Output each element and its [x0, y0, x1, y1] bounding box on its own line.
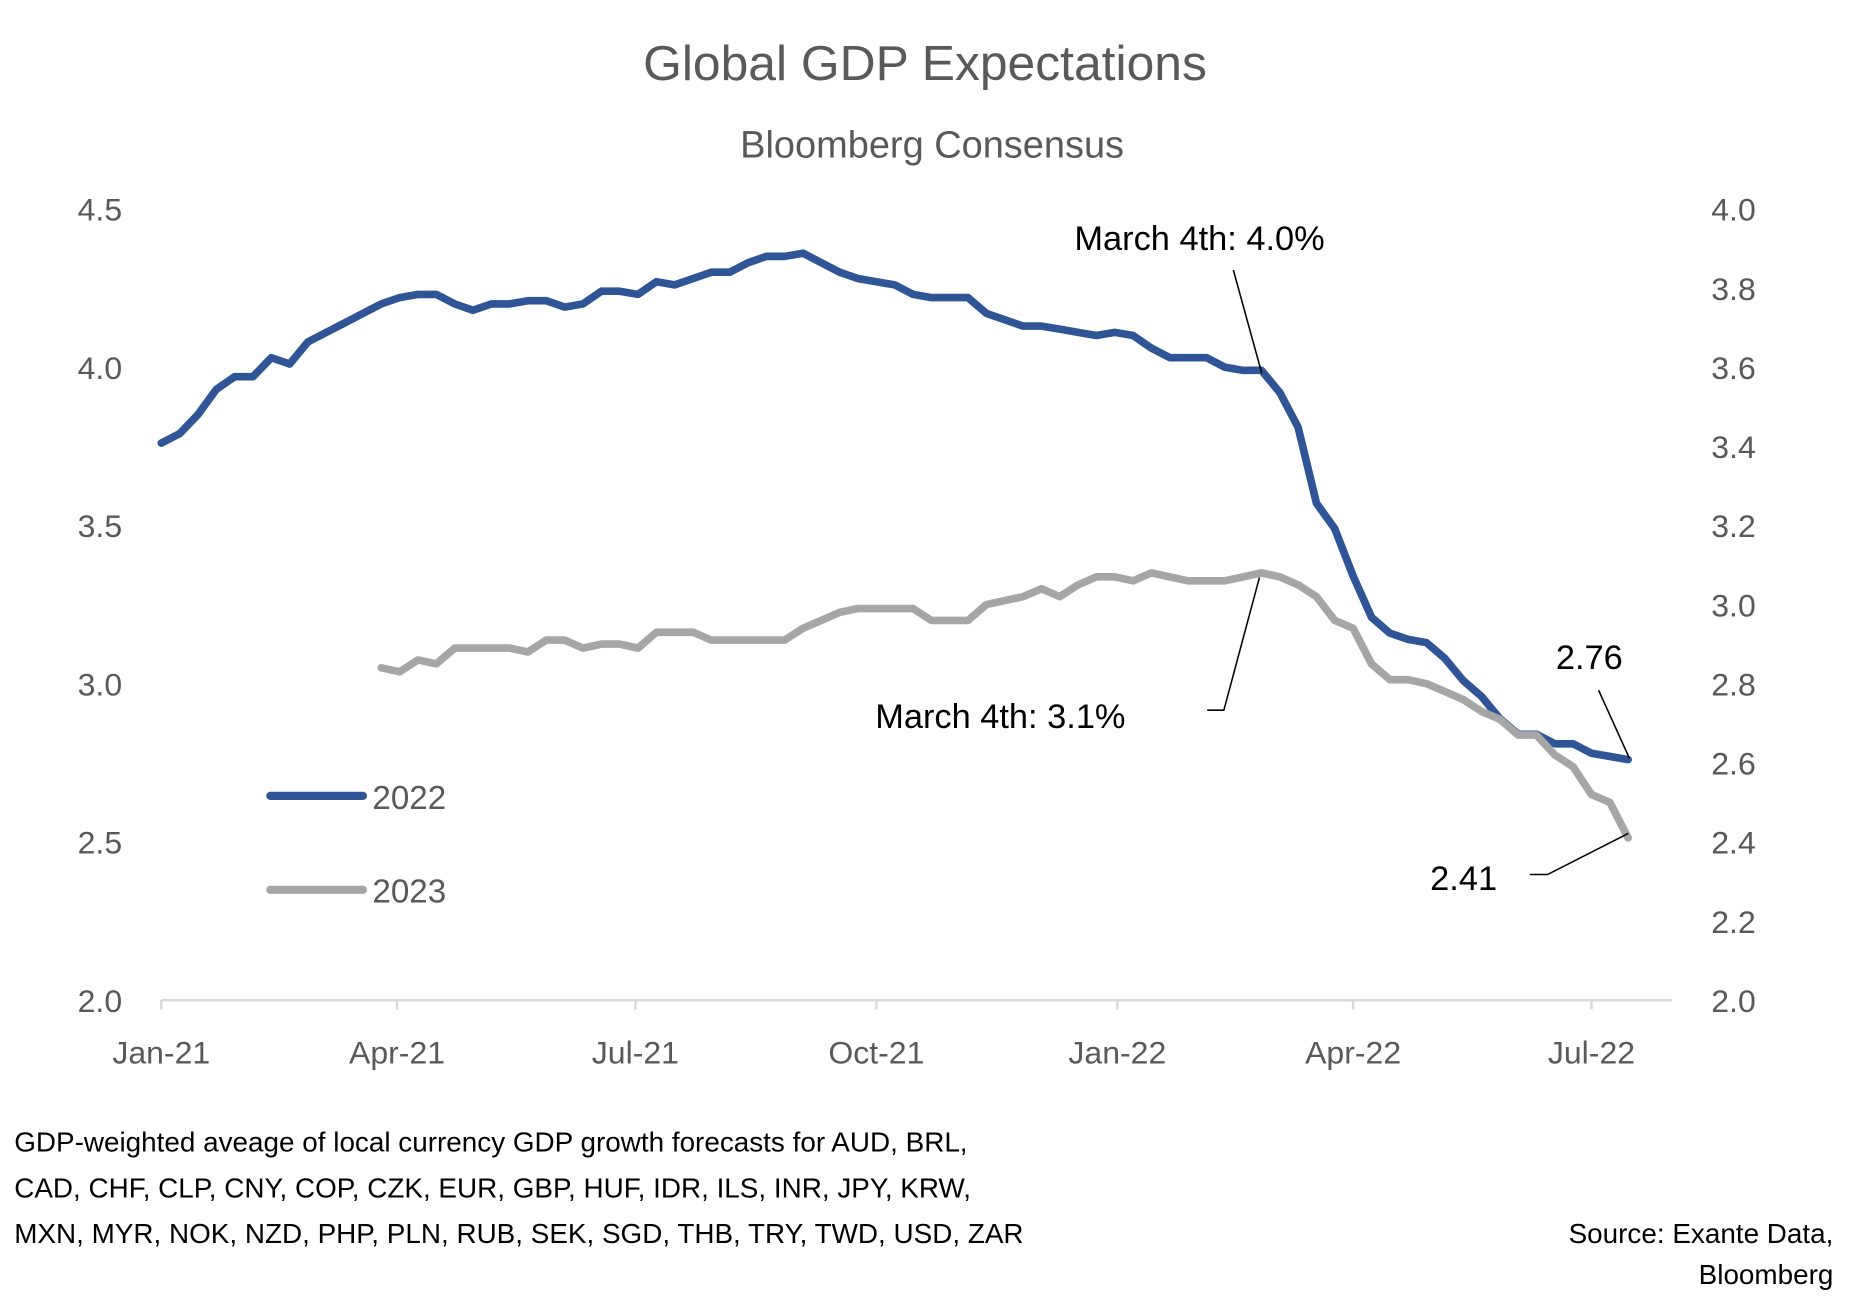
series-layer	[157, 249, 1632, 842]
left-y-tick-label: 2.5	[78, 825, 123, 861]
footnote-line: GDP-weighted aveage of local currency GD…	[14, 1127, 967, 1158]
x-tick-label: Jul-21	[592, 1035, 679, 1071]
annotation-label: March 4th: 3.1%	[875, 698, 1125, 736]
legend-label-2023: 2023	[372, 873, 446, 910]
x-tick-label: Apr-22	[1305, 1035, 1401, 1071]
right-y-axis: 2.0 2.2 2.4 2.6 2.8 3.0 3.2 3.4 3.6 3.8 4.0	[1711, 192, 1756, 1019]
legend: 2022 2023	[266, 779, 446, 910]
annotation-leader	[1207, 577, 1261, 711]
annotation-label: 2.76	[1556, 639, 1623, 677]
x-tick-label: Jan-22	[1068, 1035, 1166, 1071]
left-y-tick-label: 2.0	[78, 983, 123, 1019]
series-line-2022	[157, 249, 1632, 764]
right-y-tick-label: 3.6	[1711, 350, 1756, 386]
right-y-tick-label: 3.4	[1711, 429, 1756, 465]
annotation-leader	[1232, 269, 1263, 374]
left-y-axis: 2.0 2.5 3.0 3.5 4.0 4.5	[78, 192, 123, 1019]
annotation-march4-2022: March 4th: 4.0%	[1074, 220, 1325, 374]
footnote: GDP-weighted aveage of local currency GD…	[14, 1127, 1023, 1249]
right-y-tick-label: 3.8	[1711, 271, 1756, 307]
annotation-end-2023: 2.41	[1430, 832, 1629, 898]
right-y-tick-label: 2.0	[1711, 983, 1756, 1019]
x-tick-label: Oct-21	[828, 1035, 924, 1071]
chart-subtitle: Bloomberg Consensus	[740, 123, 1124, 165]
annotation-label: 2.41	[1430, 860, 1497, 898]
right-y-tick-label: 2.4	[1711, 825, 1756, 861]
right-y-tick-label: 2.6	[1711, 746, 1756, 782]
footnote-line: CAD, CHF, CLP, CNY, COP, CZK, EUR, GBP, …	[14, 1172, 971, 1203]
legend-item-2023: 2023	[266, 873, 446, 910]
x-axis: Jan-21 Apr-21 Jul-21 Oct-21 Jan-22 Apr-22 Jul-…	[112, 1000, 1635, 1070]
right-y-tick-label: 2.2	[1711, 904, 1756, 940]
legend-label-2022: 2022	[372, 779, 446, 816]
legend-item-2022: 2022	[266, 779, 446, 816]
footnote-line: MXN, MYR, NOK, NZD, PHP, PLN, RUB, SEK, …	[14, 1218, 1023, 1249]
annotation-leader	[1597, 689, 1631, 759]
right-y-tick-label: 3.0	[1711, 587, 1756, 623]
left-y-tick-label: 3.0	[78, 667, 123, 703]
right-y-tick-label: 4.0	[1711, 192, 1756, 228]
source-line: Bloomberg	[1699, 1259, 1834, 1290]
right-y-tick-label: 2.8	[1711, 667, 1756, 703]
right-y-tick-label: 3.2	[1711, 508, 1756, 544]
left-y-tick-label: 3.5	[78, 508, 123, 544]
annotation-label: March 4th: 4.0%	[1074, 220, 1324, 258]
x-tick-label: Jan-21	[112, 1035, 210, 1071]
series-line-2023	[377, 569, 1632, 842]
x-tick-label: Jul-22	[1548, 1035, 1635, 1071]
annotation-leader	[1529, 832, 1629, 876]
left-y-tick-label: 4.0	[78, 350, 123, 386]
left-y-tick-label: 4.5	[78, 192, 123, 228]
annotation-march4-2023: March 4th: 3.1%	[875, 577, 1261, 736]
source-note: Source: Exante Data, Bloomberg	[1569, 1218, 1834, 1290]
x-tick-label: Apr-21	[349, 1035, 445, 1071]
chart-title: Global GDP Expectations	[643, 35, 1207, 91]
source-line: Source: Exante Data,	[1569, 1218, 1834, 1249]
annotation-end-2022: 2.76	[1556, 639, 1631, 759]
